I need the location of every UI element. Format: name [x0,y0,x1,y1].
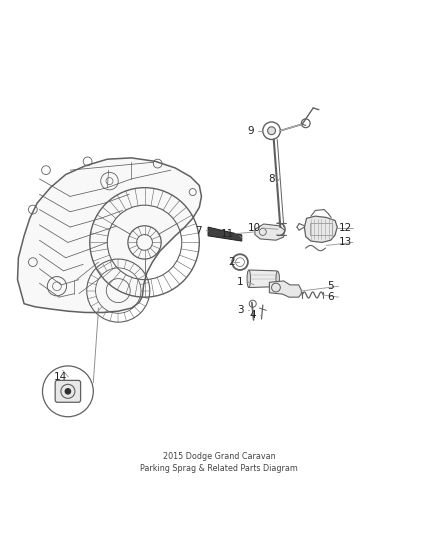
Circle shape [65,389,71,394]
Text: 12: 12 [339,223,352,233]
Polygon shape [304,216,337,243]
Text: 8: 8 [268,174,275,184]
FancyBboxPatch shape [55,381,81,402]
Text: 11: 11 [221,229,234,239]
Polygon shape [248,270,279,287]
Ellipse shape [247,270,251,287]
Text: 6: 6 [327,292,334,302]
Text: 1: 1 [237,277,244,287]
Text: 2015 Dodge Grand Caravan
Parking Sprag & Related Parts Diagram: 2015 Dodge Grand Caravan Parking Sprag &… [140,453,298,473]
Polygon shape [269,281,301,297]
Text: 5: 5 [327,281,334,291]
Polygon shape [208,227,242,241]
Polygon shape [255,224,285,240]
Text: 13: 13 [339,237,352,247]
Ellipse shape [276,271,279,286]
Text: 4: 4 [250,310,257,320]
Text: 14: 14 [54,372,67,382]
Text: 7: 7 [195,225,202,236]
Text: 10: 10 [247,223,261,233]
Text: 3: 3 [237,305,244,316]
Circle shape [268,127,276,135]
Polygon shape [18,158,201,312]
Text: 9: 9 [247,126,254,136]
Text: 2: 2 [228,257,235,267]
